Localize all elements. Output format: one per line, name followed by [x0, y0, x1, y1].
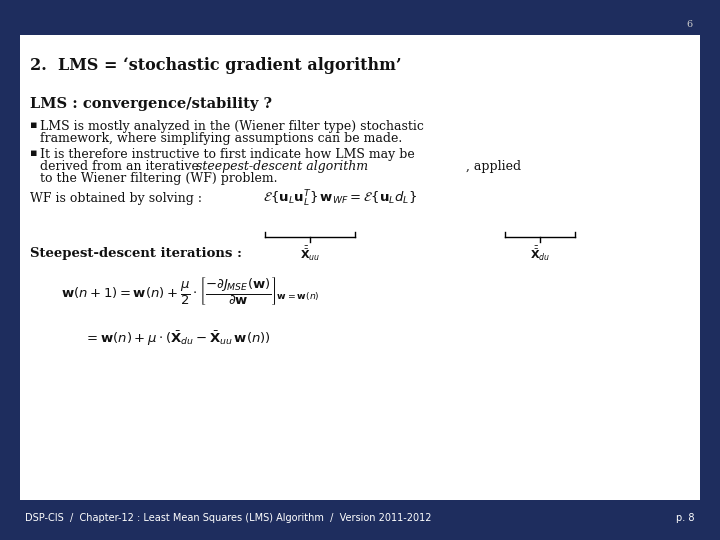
Text: $\mathcal{E}\{\mathbf{u}_L\mathbf{u}_L^T\}\,\mathbf{w}_{WF} = \mathcal{E}\{\math: $\mathcal{E}\{\mathbf{u}_L\mathbf{u}_L^T… — [263, 189, 417, 209]
Text: ▪: ▪ — [30, 148, 37, 158]
Text: $\mathbf{w}(n+1) = \mathbf{w}(n) + \dfrac{\mu}{2} \cdot \left[\dfrac{-\partial J: $\mathbf{w}(n+1) = \mathbf{w}(n) + \dfra… — [61, 275, 320, 307]
Text: p. 8: p. 8 — [676, 514, 695, 523]
Text: to the Wiener filtering (WF) problem.: to the Wiener filtering (WF) problem. — [40, 172, 277, 185]
Text: steepest-descent algorithm: steepest-descent algorithm — [196, 160, 368, 173]
Text: 2.  LMS = ‘stochastic gradient algorithm’: 2. LMS = ‘stochastic gradient algorithm’ — [30, 57, 402, 73]
Text: $\bar{\bar{\mathbf{X}}}_{du}$: $\bar{\bar{\mathbf{X}}}_{du}$ — [530, 245, 550, 263]
Text: LMS : convergence/stability ?: LMS : convergence/stability ? — [30, 97, 272, 111]
Text: $= \mathbf{w}(n) + \mu \cdot (\bar{\mathbf{X}}_{du} - \bar{\mathbf{X}}_{uu}\,\ma: $= \mathbf{w}(n) + \mu \cdot (\bar{\math… — [84, 329, 270, 348]
Text: derived from an iterative: derived from an iterative — [40, 160, 202, 173]
Text: LMS is mostly analyzed in the (Wiener filter type) stochastic: LMS is mostly analyzed in the (Wiener fi… — [40, 120, 423, 133]
Text: , applied: , applied — [466, 160, 521, 173]
Text: It is therefore instructive to first indicate how LMS may be: It is therefore instructive to first ind… — [40, 148, 414, 161]
Text: 6: 6 — [686, 20, 693, 29]
Text: ▪: ▪ — [30, 120, 37, 130]
Text: DSP-CIS  /  Chapter-12 : Least Mean Squares (LMS) Algorithm  /  Version 2011-201: DSP-CIS / Chapter-12 : Least Mean Square… — [25, 514, 432, 523]
Text: framework, where simplifying assumptions can be made.: framework, where simplifying assumptions… — [40, 132, 402, 145]
Text: Steepest-descent iterations :: Steepest-descent iterations : — [30, 247, 242, 260]
Text: WF is obtained by solving :: WF is obtained by solving : — [30, 192, 202, 205]
Text: $\bar{\bar{\mathbf{X}}}_{uu}$: $\bar{\bar{\mathbf{X}}}_{uu}$ — [300, 245, 320, 263]
